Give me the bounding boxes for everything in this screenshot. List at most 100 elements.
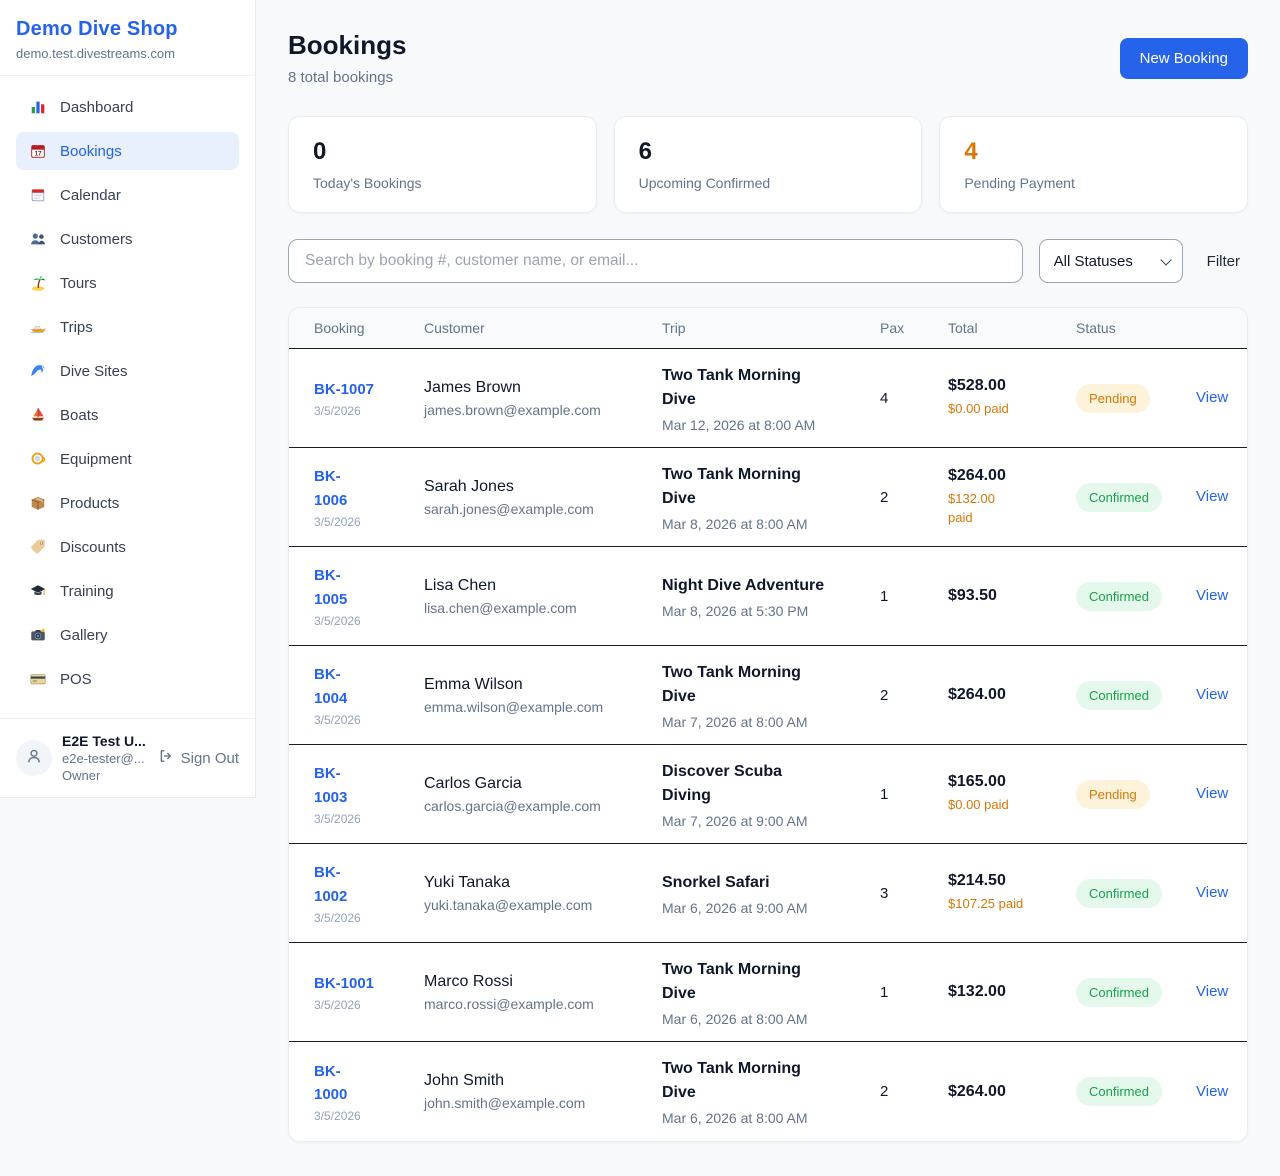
sidebar-item-calendar[interactable]: Calendar	[16, 176, 239, 214]
page-title: Bookings	[288, 30, 407, 60]
booking-id-link[interactable]: BK- 1002	[314, 864, 348, 905]
view-link[interactable]: View	[1196, 587, 1229, 604]
sidebar-item-gallery[interactable]: Gallery	[16, 616, 239, 654]
user-section: E2E Test U... e2e-tester@... Owner Sign …	[0, 718, 255, 797]
customer-email: emma.wilson@example.com	[424, 698, 604, 715]
customer-name: Sarah Jones	[424, 477, 514, 495]
person-icon	[24, 746, 44, 771]
trip-datetime: Mar 8, 2026 at 8:00 AM	[662, 515, 808, 532]
customer-name: Carlos Garcia	[424, 774, 522, 792]
customer-email: james.brown@example.com	[424, 401, 601, 418]
trip-name: Two Tank Morning Dive	[662, 366, 801, 408]
pax-count: 2	[880, 488, 889, 506]
sidebar-item-label: Products	[60, 494, 120, 512]
booking-id-link[interactable]: BK- 1006	[314, 468, 348, 509]
sidebar-item-pos[interactable]: POS	[16, 660, 239, 698]
column-header-pax: Pax	[880, 320, 905, 336]
graduation-cap-icon	[28, 581, 48, 601]
status-select[interactable]: All Statuses	[1038, 239, 1183, 283]
sidebar-item-dashboard[interactable]: Dashboard	[16, 88, 239, 126]
status-badge: Confirmed	[1076, 1077, 1162, 1106]
view-link[interactable]: View	[1196, 389, 1229, 406]
status-badge: Confirmed	[1076, 581, 1162, 611]
credit-card-icon	[28, 669, 48, 689]
view-link[interactable]: View	[1196, 1082, 1229, 1100]
booking-date: 3/5/2026	[314, 712, 361, 727]
pax-count: 1	[880, 785, 889, 803]
booking-date: 3/5/2026	[314, 998, 361, 1013]
trip-name: Discover Scuba Diving	[662, 762, 783, 804]
page-subtitle: 8 total bookings	[288, 69, 394, 86]
status-badge: Confirmed	[1076, 878, 1162, 908]
new-booking-button[interactable]: New Booking	[1119, 37, 1248, 79]
pax-count: 2	[880, 1083, 889, 1100]
stat-label: Upcoming Confirmed	[638, 175, 771, 191]
user-name: E2E Test U...	[62, 733, 146, 749]
booking-id-link[interactable]: BK- 1003	[314, 765, 348, 806]
stat-label: Pending Payment	[964, 175, 1075, 191]
speedboat-icon	[28, 317, 48, 337]
booking-id-link[interactable]: BK- 1000	[314, 1062, 348, 1103]
pax-count: 2	[880, 686, 889, 704]
view-link[interactable]: View	[1196, 686, 1229, 703]
wave-icon	[28, 361, 48, 381]
bookings-calendar-icon: 17	[28, 141, 48, 161]
trip-name: Two Tank Morning Dive	[662, 465, 801, 507]
column-header-status: Status	[1076, 320, 1116, 336]
stat-card-todays-bookings: 0 Today's Bookings	[288, 116, 597, 213]
brand-title: Demo Dive Shop	[16, 18, 178, 40]
total-amount: $264.00	[948, 1082, 1006, 1100]
sign-out-button[interactable]: Sign Out	[157, 747, 239, 769]
search-input[interactable]	[288, 239, 1023, 283]
view-link[interactable]: View	[1196, 488, 1229, 505]
sidebar-item-bookings[interactable]: 17 Bookings	[16, 132, 239, 170]
sidebar-item-label: Training	[60, 582, 114, 600]
booking-id-link[interactable]: BK-1001	[314, 974, 375, 992]
booking-id-link[interactable]: BK- 1004	[314, 666, 348, 707]
sidebar-item-label: Calendar	[60, 186, 121, 204]
sailboat-icon	[28, 405, 48, 425]
customer-email: yuki.tanaka@example.com	[424, 896, 593, 913]
filter-button[interactable]: Filter	[1199, 253, 1248, 270]
tag-icon	[28, 537, 48, 557]
booking-date: 3/5/2026	[314, 811, 361, 826]
view-link[interactable]: View	[1196, 785, 1229, 802]
sidebar-item-training[interactable]: Training	[16, 572, 239, 610]
paid-amount: $0.00 paid	[948, 401, 1009, 417]
total-amount: $165.00	[948, 773, 1006, 791]
total-amount: $264.00	[948, 686, 1006, 703]
trip-name: Two Tank Morning Dive	[662, 960, 801, 1002]
customer-name: Emma Wilson	[424, 675, 523, 693]
sidebar-item-boats[interactable]: Boats	[16, 396, 239, 434]
stat-value: 4	[964, 138, 978, 165]
sidebar-item-label: Dashboard	[60, 98, 134, 116]
brand-domain: demo.test.divestreams.com	[16, 46, 175, 61]
sidebar-item-discounts[interactable]: Discounts	[16, 528, 239, 566]
user-role: Owner	[62, 768, 101, 783]
booking-id-link[interactable]: BK- 1005	[314, 567, 348, 608]
page-header: Bookings 8 total bookings New Booking	[288, 30, 1248, 86]
sidebar-item-equipment[interactable]: Equipment	[16, 440, 239, 478]
table-row: BK- 1006 3/5/2026 Sarah Jones sarah.jone…	[289, 448, 1247, 547]
page-header-text: Bookings 8 total bookings	[288, 30, 406, 86]
customer-name: Marco Rossi	[424, 972, 513, 990]
sidebar-item-dive-sites[interactable]: Dive Sites	[16, 352, 239, 390]
table-row: BK- 1002 3/5/2026 Yuki Tanaka yuki.tanak…	[289, 844, 1247, 943]
sidebar-item-label: Dive Sites	[60, 362, 128, 380]
total-amount: $93.50	[948, 587, 997, 604]
table-row: BK- 1005 3/5/2026 Lisa Chen lisa.chen@ex…	[289, 547, 1247, 646]
sidebar-item-customers[interactable]: Customers	[16, 220, 239, 258]
avatar	[16, 740, 52, 776]
total-amount: $264.00	[948, 466, 1006, 484]
table-row: BK-1001 3/5/2026 Marco Rossi marco.rossi…	[289, 943, 1247, 1042]
booking-id-link[interactable]: BK-1007	[314, 380, 375, 398]
user-email: e2e-tester@...	[62, 751, 145, 766]
stat-card-pending-payment: 4 Pending Payment	[939, 116, 1248, 213]
sidebar-item-tours[interactable]: Tours	[16, 264, 239, 302]
sidebar-item-products[interactable]: Products	[16, 484, 239, 522]
view-link[interactable]: View	[1196, 983, 1229, 1000]
view-link[interactable]: View	[1196, 884, 1229, 901]
booking-date: 3/5/2026	[314, 1109, 361, 1124]
sidebar-item-trips[interactable]: Trips	[16, 308, 239, 346]
dive-mask-icon	[28, 449, 48, 469]
